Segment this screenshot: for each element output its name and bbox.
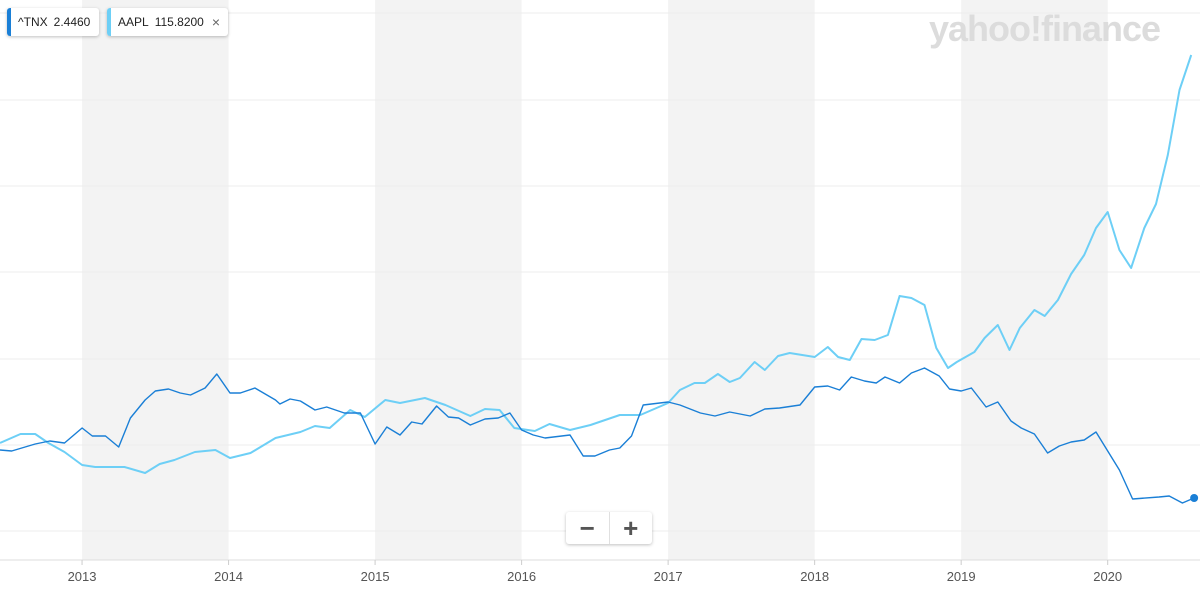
legend-name: ^TNX [18,15,48,29]
year-band [375,0,522,560]
x-tick-label: 2013 [68,569,97,584]
legend-swatch [107,8,111,36]
year-band [668,0,815,560]
zoom-controls: − + [566,512,652,544]
x-tick-label: 2014 [214,569,243,584]
x-tick-label: 2018 [800,569,829,584]
year-band [82,0,229,560]
logo: yahoo!finance [928,8,1161,49]
end-marker [1190,494,1199,502]
x-tick-label: 2016 [507,569,536,584]
legend-swatch [7,8,11,36]
x-tick-label: 2020 [1093,569,1122,584]
legend-price: 115.8200 [154,15,204,29]
zoom-in-button[interactable]: + [623,512,639,543]
x-tick-label: 2015 [361,569,390,584]
series-line [0,54,1193,474]
legend-name: AAPL [118,15,149,29]
legend-chip[interactable]: AAPL 115.8200 × [107,8,229,36]
legend-price: 2.4460 [53,15,91,29]
legend-chip[interactable]: ^TNX 2.4460 [7,8,100,36]
remove-button[interactable]: × [211,14,221,30]
year-band [961,0,1108,560]
x-tick-label: 2017 [654,569,683,584]
zoom-out-button[interactable]: − [566,512,610,544]
series-line [0,367,1195,504]
x-tick-label: 2019 [947,569,976,584]
